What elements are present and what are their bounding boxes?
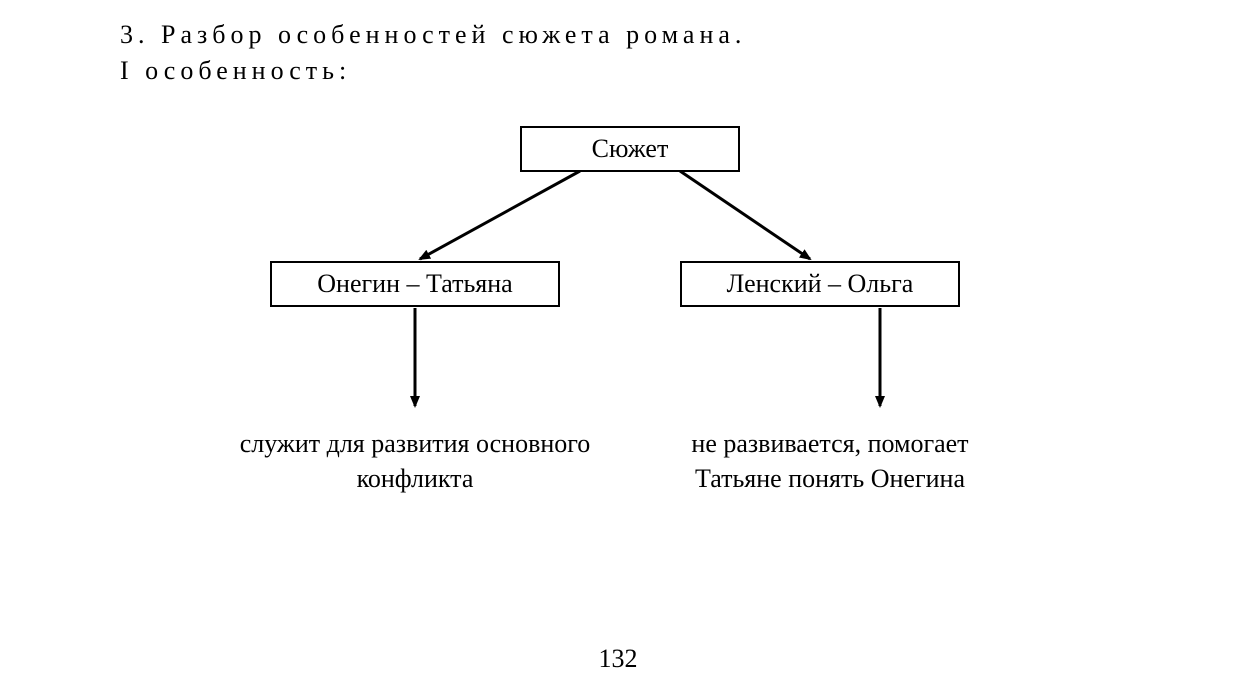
description-right: не развивается, помогает Татьяне понять … (660, 426, 1000, 496)
node-left: Онегин – Татьяна (270, 261, 560, 307)
page-number: 132 (0, 644, 1236, 674)
section-subheading: I особенность: (120, 56, 1116, 86)
edge-root-right (680, 171, 810, 259)
section-heading: 3. Разбор особенностей сюжета романа. (120, 20, 1116, 50)
node-root: Сюжет (520, 126, 740, 172)
diagram-arrows (120, 116, 1116, 596)
edge-root-left (420, 171, 580, 259)
description-left: служит для развития основного конфликта (230, 426, 600, 496)
node-right: Ленский – Ольга (680, 261, 960, 307)
plot-diagram: Сюжет Онегин – Татьяна Ленский – Ольга с… (120, 116, 1116, 596)
